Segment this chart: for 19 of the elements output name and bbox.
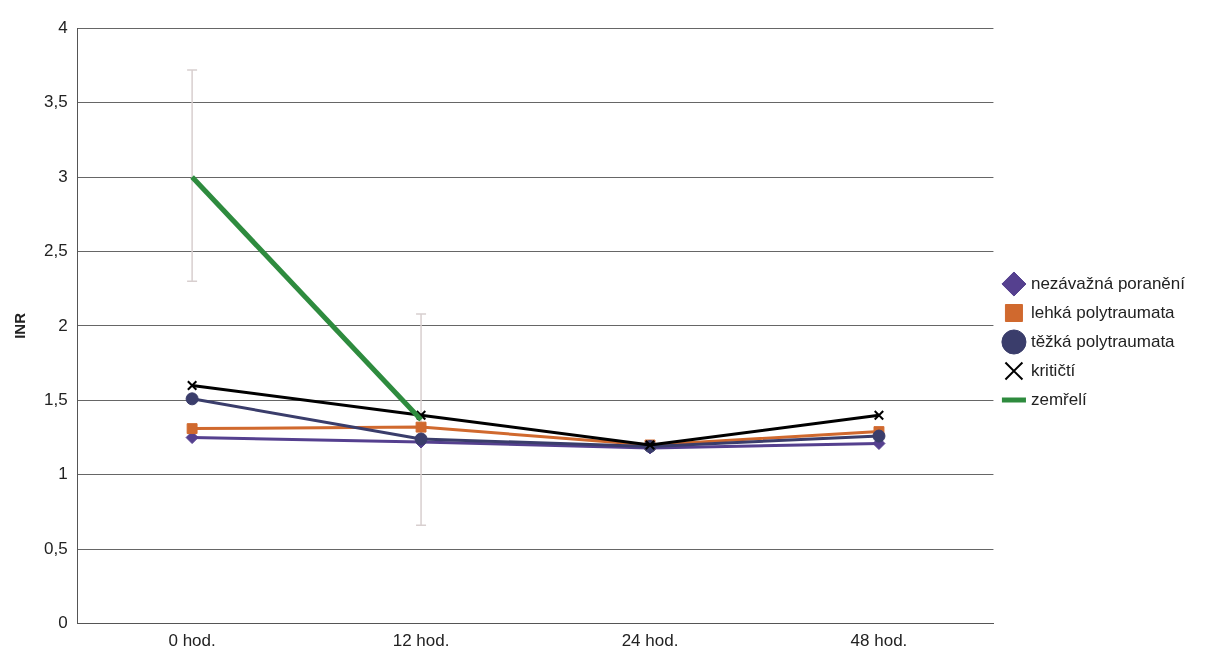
x-tick-label: 12 hod. — [392, 631, 450, 651]
legend-label: lehká polytraumata — [1030, 302, 1176, 322]
x-tick-label: 24 hod. — [621, 631, 679, 651]
y-tick-label: 1,5 — [43, 390, 68, 410]
y-tick-label: 3 — [58, 166, 68, 186]
y-axis-title: INR — [11, 312, 29, 339]
legend-label: těžká polytraumata — [1030, 331, 1176, 351]
y-tick-label: 0,5 — [43, 538, 68, 558]
x-tick-label: 48 hod. — [850, 631, 908, 651]
y-tick-label: 4 — [58, 17, 68, 37]
y-tick-label: 1 — [58, 464, 68, 484]
y-tick-label: 2 — [58, 315, 68, 335]
legend-label: zemřelí — [1030, 389, 1087, 409]
y-tick-label: 2,5 — [43, 241, 68, 261]
legend-label: kritičtí — [1030, 360, 1076, 380]
legend-label: nezávažná poranění — [1030, 273, 1186, 293]
x-tick-label: 0 hod. — [168, 631, 216, 651]
y-tick-label: 0 — [58, 613, 68, 633]
y-tick-label: 3,5 — [43, 92, 68, 112]
